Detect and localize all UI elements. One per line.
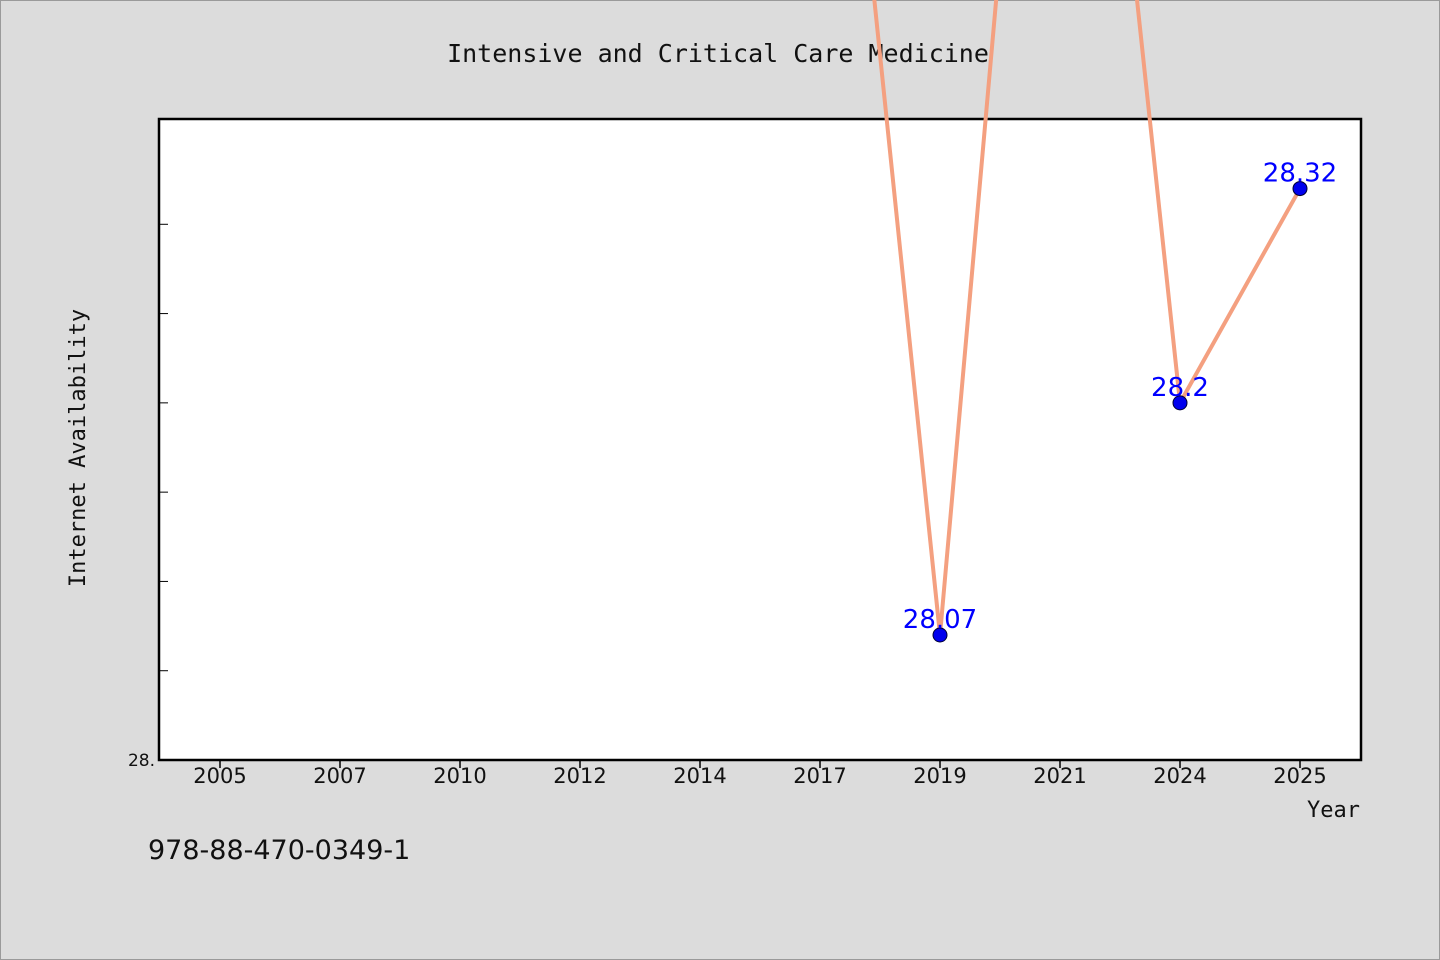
isbn-text: 978-88-470-0349-1 xyxy=(148,835,411,866)
x-tick-label: 2019 xyxy=(913,764,966,788)
data-point xyxy=(1292,181,1308,197)
x-tick-label: 2012 xyxy=(553,764,606,788)
x-tick-label: 2025 xyxy=(1273,764,1326,788)
plot-area xyxy=(157,117,1363,762)
data-point xyxy=(1172,395,1188,411)
x-tick-label: 2024 xyxy=(1153,764,1206,788)
x-tick-label: 2007 xyxy=(313,764,366,788)
y-axis-ticks xyxy=(159,223,168,672)
x-tick-label: 2010 xyxy=(433,764,486,788)
x-axis-label: Year xyxy=(1307,798,1360,823)
y-axis-label: Internet Availability xyxy=(66,309,91,587)
data-markers xyxy=(932,181,1308,643)
data-label: 28.07 xyxy=(903,605,977,635)
chart-title: Intensive and Critical Care Medicine xyxy=(447,39,989,68)
data-label: 28.2 xyxy=(1151,373,1209,403)
x-tick-label: 2021 xyxy=(1033,764,1086,788)
y-tick-label: 28. xyxy=(128,751,155,771)
data-label: 28.32 xyxy=(1263,159,1337,189)
x-tick-label: 2005 xyxy=(193,764,246,788)
data-point xyxy=(932,627,948,643)
x-axis-ticks: 2005 2007 2010 2012 2014 2017 2019 2021 2024 2025 xyxy=(193,760,1327,788)
data-labels: 29.5229.2228.6928.5129.1528.7228.0728.83… xyxy=(903,159,1337,635)
x-tick-label: 2017 xyxy=(793,764,846,788)
x-tick-label: 2014 xyxy=(673,764,726,788)
